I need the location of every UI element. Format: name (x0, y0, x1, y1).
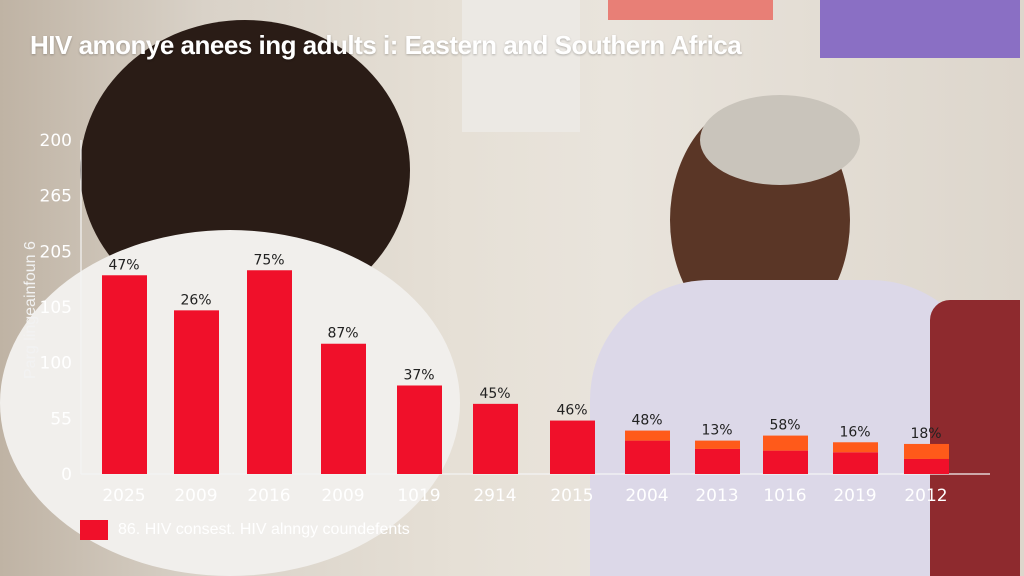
bar-2016-series-0 (247, 270, 292, 474)
bar-2009-series-0 (174, 310, 219, 474)
bar-2012-series-1 (904, 443, 949, 459)
bar-2004-series-0 (625, 440, 670, 474)
x-tick-label: 2009 (321, 486, 364, 506)
x-tick-label: 2004 (625, 486, 668, 506)
person-right-coat (590, 280, 990, 576)
chair (930, 300, 1020, 576)
data-label: 47% (108, 257, 139, 273)
bar-2019-series-1 (833, 442, 878, 453)
bar-2914-series-0 (473, 403, 518, 474)
data-label: 75% (253, 252, 284, 268)
bar-2012-series-0 (904, 458, 949, 474)
bar-2019-series-0 (833, 452, 878, 474)
x-tick-label: 2016 (247, 486, 290, 506)
x-tick-label: 2009 (174, 486, 217, 506)
bar-1016-series-1 (763, 435, 808, 451)
data-label: 13% (701, 423, 732, 439)
x-tick-label: 2013 (695, 486, 738, 506)
y-tick-label: 55 (50, 409, 72, 429)
bar-chart: 200 265 205 105 100 55 0 47% 26% 75% 87% 37% 45% 46% 4… (39, 131, 990, 506)
bar-2015-series-0 (550, 420, 595, 474)
data-label: 48% (631, 413, 662, 429)
bar-1016-series-0 (763, 450, 808, 474)
bar-2013-series-1 (695, 440, 740, 449)
y-tick-label: 200 (40, 131, 72, 151)
x-tick-label: 1016 (763, 486, 806, 506)
x-tick-label: 1019 (397, 486, 440, 506)
data-label: 58% (769, 418, 800, 434)
wall-red-sign (608, 0, 773, 20)
legend: 86. HIV consest. HIV alnngy coundefents (80, 520, 410, 540)
x-tick-label: 2914 (473, 486, 516, 506)
bar-2025-series-0 (102, 275, 147, 474)
y-tick-label: 205 (40, 242, 72, 262)
bar-2004-series-1 (625, 430, 670, 441)
data-label: 37% (403, 367, 434, 383)
bar-2009-series-0 (321, 343, 366, 474)
chart-title: HIV amonye anees ing adults i: Eastern a… (30, 30, 742, 60)
person-right-hair (700, 95, 860, 185)
wall-paper (462, 0, 580, 132)
legend-swatch (80, 520, 108, 540)
bar-2013-series-0 (695, 448, 740, 474)
y-tick-label: 0 (61, 465, 72, 485)
data-label: 87% (327, 326, 358, 342)
wall-poster (820, 0, 1020, 58)
person-left-body (0, 230, 460, 576)
data-label: 46% (556, 403, 587, 419)
x-tick-label: 2025 (102, 486, 145, 506)
data-label: 18% (910, 426, 941, 442)
y-tick-label: 100 (40, 354, 72, 374)
x-tick-label: 2019 (833, 486, 876, 506)
data-label: 45% (479, 386, 510, 402)
bar-1019-series-0 (397, 385, 442, 474)
x-tick-label: 2015 (550, 486, 593, 506)
data-label: 26% (180, 292, 211, 308)
legend-label: 86. HIV consest. HIV alnngy coundefents (118, 521, 410, 538)
y-tick-label: 105 (40, 298, 72, 318)
data-label: 16% (839, 424, 870, 440)
y-tick-label: 265 (40, 187, 72, 207)
x-tick-label: 2012 (904, 486, 947, 506)
